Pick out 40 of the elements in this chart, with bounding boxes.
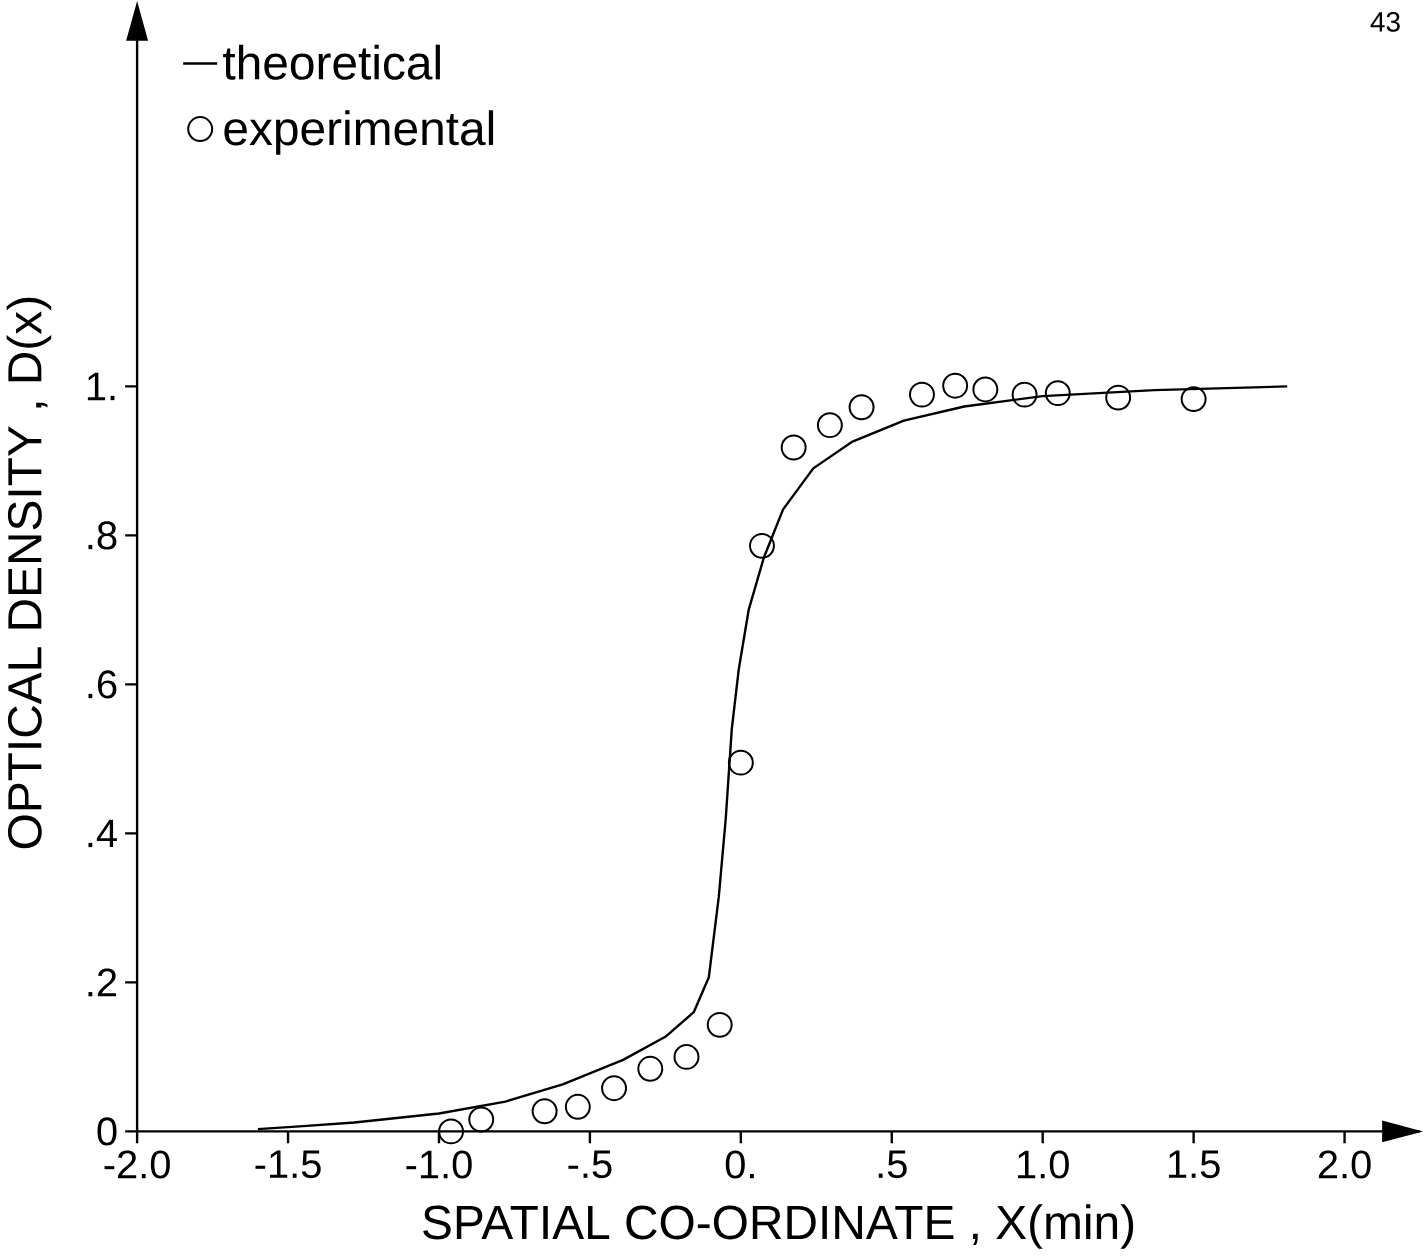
point bbox=[908, 381, 935, 408]
point bbox=[706, 1012, 733, 1039]
point bbox=[1044, 380, 1071, 407]
x-tick-label: 2.0 bbox=[1318, 1150, 1371, 1179]
legend-label: experimental bbox=[224, 110, 494, 156]
y-tick-label: .6 bbox=[88, 670, 117, 699]
point bbox=[601, 1075, 628, 1102]
x-axis-title: SPATIAL CO-ORDINATE , X(min) bbox=[423, 1204, 1134, 1250]
point bbox=[848, 394, 875, 421]
x-tick-label: -1.5 bbox=[255, 1150, 321, 1179]
x-tick-label: -1.0 bbox=[406, 1150, 472, 1179]
x-tick-label: 1.0 bbox=[1018, 1150, 1069, 1179]
point bbox=[1011, 381, 1038, 408]
y-tick-label: 0 bbox=[97, 1117, 117, 1146]
point bbox=[727, 749, 754, 776]
point bbox=[564, 1094, 591, 1121]
x-tick-label: 1.5 bbox=[1168, 1150, 1220, 1179]
point bbox=[1105, 384, 1132, 411]
point bbox=[673, 1044, 700, 1071]
x-tick-label: 0. bbox=[725, 1150, 754, 1179]
x-tick-label: -.5 bbox=[568, 1150, 612, 1179]
point bbox=[972, 376, 999, 403]
point bbox=[749, 533, 775, 560]
point bbox=[780, 434, 807, 461]
x-tick-label: -2.0 bbox=[104, 1150, 170, 1179]
point bbox=[531, 1098, 558, 1125]
y-tick-label: .8 bbox=[88, 521, 117, 550]
legend-label: theoretical bbox=[223, 44, 440, 81]
point bbox=[816, 412, 843, 439]
y-tick-label: 1. bbox=[87, 372, 115, 401]
point bbox=[468, 1106, 495, 1133]
point bbox=[1180, 386, 1207, 413]
point bbox=[438, 1118, 465, 1145]
y-axis-title: OPTICAL DENSITY , D(x) bbox=[6, 298, 52, 849]
annotation: 43 bbox=[1370, 12, 1400, 33]
y-tick-label: .2 bbox=[88, 968, 117, 997]
point bbox=[942, 372, 969, 399]
y-tick-label: .4 bbox=[88, 819, 117, 848]
x-tick-label: .5 bbox=[878, 1150, 907, 1179]
point bbox=[637, 1056, 664, 1083]
